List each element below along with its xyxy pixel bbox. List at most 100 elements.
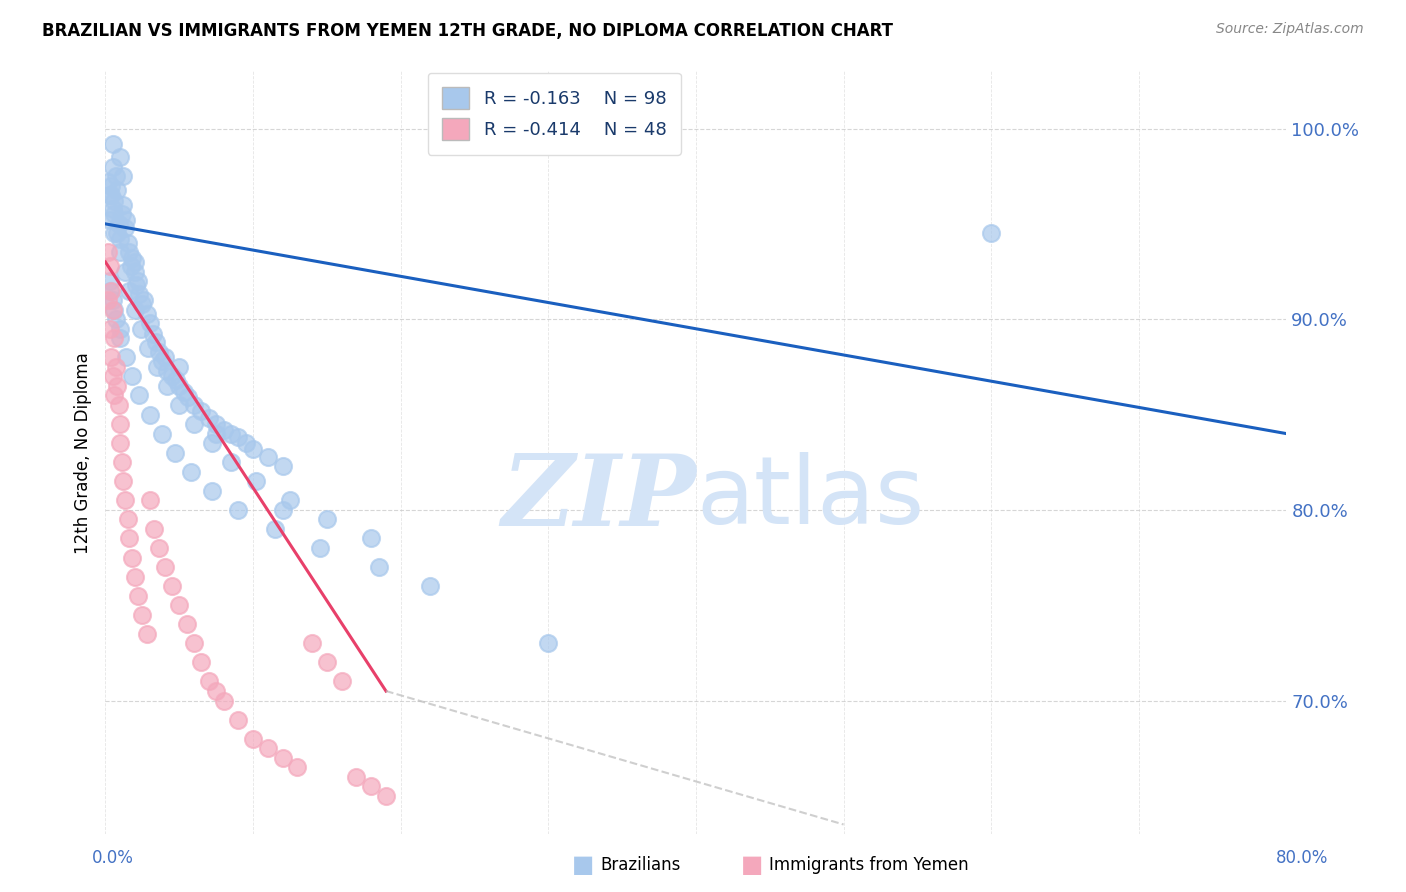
Point [136, 341, 159, 355]
Point [271, 503, 294, 517]
Point [103, 194, 125, 208]
Point [228, 713, 250, 727]
Point [98, 284, 121, 298]
Point [101, 160, 124, 174]
Point [124, 264, 146, 278]
Point [104, 169, 127, 184]
Point [257, 741, 280, 756]
Point [219, 455, 242, 469]
Point [205, 426, 228, 441]
Point [242, 442, 264, 456]
Point [271, 751, 294, 765]
Point [212, 423, 235, 437]
Point [114, 220, 136, 235]
Point [129, 322, 152, 336]
Text: Immigrants from Yemen: Immigrants from Yemen [769, 856, 969, 874]
Point [121, 550, 143, 565]
Point [121, 369, 143, 384]
Point [115, 213, 138, 227]
Point [110, 232, 132, 246]
Point [201, 483, 224, 498]
Legend: R = -0.163    N = 98, R = -0.414    N = 48: R = -0.163 N = 98, R = -0.414 N = 48 [427, 73, 681, 154]
Point [169, 359, 191, 374]
Point [111, 207, 134, 221]
Point [98, 274, 121, 288]
Point [367, 560, 389, 574]
Point [103, 388, 125, 402]
Point [264, 522, 287, 536]
Point [143, 522, 166, 536]
Point [107, 398, 129, 412]
Point [245, 475, 267, 489]
Point [138, 316, 162, 330]
Point [128, 388, 150, 402]
Point [308, 541, 330, 555]
Point [242, 731, 264, 746]
Point [132, 293, 155, 308]
Point [118, 284, 141, 298]
Point [110, 245, 132, 260]
Point [105, 227, 128, 241]
Point [100, 178, 122, 193]
Point [128, 287, 150, 301]
Point [537, 636, 560, 650]
Point [346, 770, 368, 784]
Point [360, 780, 382, 794]
Point [112, 475, 135, 489]
Point [156, 379, 179, 393]
Point [301, 636, 323, 650]
Point [110, 322, 132, 336]
Point [104, 359, 127, 374]
Point [124, 302, 146, 317]
Text: ■: ■ [741, 854, 763, 877]
Point [153, 351, 176, 365]
Point [138, 408, 162, 422]
Point [125, 277, 148, 292]
Point [212, 693, 235, 707]
Point [156, 364, 179, 378]
Point [980, 227, 1002, 241]
Point [145, 335, 167, 350]
Text: 0.0%: 0.0% [91, 849, 134, 867]
Text: 80.0%: 80.0% [1277, 849, 1329, 867]
Point [142, 327, 165, 342]
Point [197, 674, 219, 689]
Point [176, 617, 198, 632]
Point [374, 789, 398, 803]
Point [190, 656, 212, 670]
Point [180, 465, 202, 479]
Text: Brazilians: Brazilians [600, 856, 681, 874]
Point [271, 458, 294, 473]
Point [112, 198, 135, 212]
Point [114, 493, 136, 508]
Point [97, 293, 120, 308]
Point [110, 436, 132, 450]
Point [124, 569, 146, 583]
Point [150, 354, 173, 368]
Point [97, 245, 120, 260]
Point [101, 136, 124, 151]
Point [169, 379, 191, 393]
Point [228, 503, 250, 517]
Point [117, 235, 139, 250]
Point [135, 627, 157, 641]
Point [150, 426, 173, 441]
Point [110, 331, 132, 345]
Text: atlas: atlas [696, 452, 924, 544]
Point [169, 598, 191, 612]
Point [315, 656, 337, 670]
Point [98, 188, 121, 202]
Point [135, 306, 157, 320]
Point [197, 411, 219, 425]
Point [114, 264, 136, 278]
Point [121, 251, 143, 265]
Point [117, 512, 139, 526]
Point [98, 259, 121, 273]
Point [111, 455, 134, 469]
Point [173, 384, 195, 399]
Point [101, 202, 124, 216]
Point [183, 636, 205, 650]
Point [101, 293, 124, 308]
Point [100, 188, 122, 202]
Point [98, 322, 121, 336]
